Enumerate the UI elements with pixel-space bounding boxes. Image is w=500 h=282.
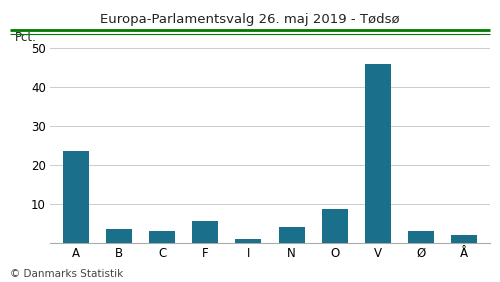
Bar xyxy=(149,231,175,243)
Text: © Danmarks Statistik: © Danmarks Statistik xyxy=(10,269,123,279)
Bar xyxy=(322,210,347,243)
Bar xyxy=(365,63,391,243)
Bar xyxy=(192,221,218,243)
Text: Pct.: Pct. xyxy=(15,31,36,44)
Text: Europa-Parlamentsvalg 26. maj 2019 - Tødsø: Europa-Parlamentsvalg 26. maj 2019 - Tød… xyxy=(100,13,400,26)
Bar xyxy=(451,235,477,243)
Bar xyxy=(236,239,262,243)
Bar xyxy=(63,151,89,243)
Bar xyxy=(106,229,132,243)
Bar xyxy=(408,231,434,243)
Bar xyxy=(278,227,304,243)
